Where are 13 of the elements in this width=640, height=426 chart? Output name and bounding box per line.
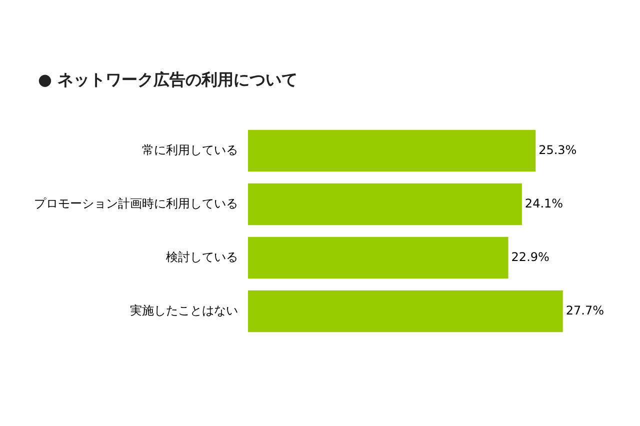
y-tick-label: 実施したことはない — [130, 303, 238, 318]
y-tick-label: 検討している — [166, 250, 238, 264]
data-label: 27.7% — [566, 303, 604, 318]
data-label: 25.3% — [538, 142, 577, 157]
bar — [248, 130, 536, 172]
y-tick-label: プロモーション計画時に利用している — [34, 196, 238, 210]
bar — [248, 236, 508, 279]
data-label: 24.1% — [524, 196, 564, 210]
bar — [248, 290, 563, 332]
bar — [248, 183, 522, 226]
chart-title: ● ネットワーク広告の利用について — [38, 70, 298, 91]
y-tick-label: 常に利用している — [142, 142, 238, 157]
data-label: 22.9% — [511, 250, 550, 264]
